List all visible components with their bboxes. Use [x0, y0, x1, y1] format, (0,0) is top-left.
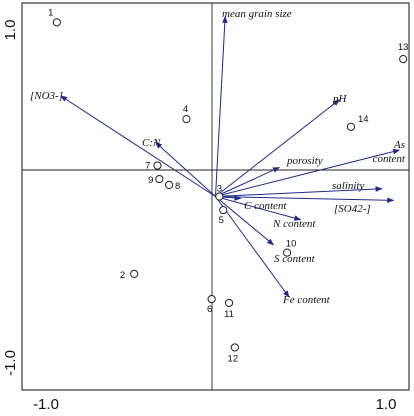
- sample-label-10: 10: [286, 239, 297, 250]
- vector-as-content: [215, 148, 401, 197]
- sample-point-13: [399, 55, 408, 64]
- vector-c-n: [154, 141, 216, 197]
- vector-label-salinity: salinity: [332, 180, 365, 192]
- x-tick-labels: -1.0 1.0: [33, 396, 396, 413]
- sample-label-8: 8: [175, 181, 180, 192]
- sample-label-14: 14: [358, 114, 369, 125]
- y-tick-labels: 1.0 -1.0: [2, 20, 19, 376]
- sample-point-6: [207, 294, 216, 304]
- sample-label-9: 9: [148, 175, 153, 186]
- plot-frame: [21, 2, 410, 391]
- vector-no3: [60, 95, 216, 197]
- vector-label-as-line1: As: [393, 139, 405, 151]
- sample-point-9: [155, 174, 164, 184]
- sample-point-5: [219, 205, 228, 215]
- vector-fe-content: [215, 196, 290, 298]
- vector-mean-grain-size: [215, 15, 228, 197]
- vector-ph: [215, 99, 340, 197]
- y-tick-label-top: 1.0: [2, 20, 19, 41]
- sample-point-7: [153, 161, 162, 170]
- vector-label-c-content: C content: [244, 200, 287, 212]
- sample-label-12: 12: [228, 353, 239, 364]
- vector-salinity: [215, 186, 383, 197]
- vector-label-so4: [SO42-]: [334, 203, 371, 215]
- sample-point-8: [164, 180, 174, 189]
- vector-porosity: [215, 167, 280, 197]
- sample-label-7: 7: [145, 161, 150, 172]
- y-tick-label-bottom: -1.0: [2, 350, 19, 376]
- vector-so42: [215, 196, 395, 204]
- sample-label-11: 11: [224, 309, 234, 320]
- sample-label-1: 1: [48, 7, 53, 18]
- vector-label-s-content: S content: [274, 253, 316, 265]
- sample-label-3: 3: [217, 184, 222, 195]
- vector-label-porosity: porosity: [286, 155, 323, 167]
- sample-label-2: 2: [120, 270, 125, 281]
- sample-label-6: 6: [207, 304, 212, 315]
- sample-point-3: [215, 192, 224, 201]
- vector-label-cn: C:N: [142, 137, 161, 149]
- sample-point-12: [230, 343, 239, 352]
- vector-label-n-content: N content: [272, 218, 316, 230]
- sample-point-4: [182, 115, 191, 124]
- vector-label-mean-grain-size: mean grain size: [222, 8, 292, 20]
- x-tick-label-left: -1.0: [33, 396, 59, 413]
- vector-labels: mean grain size [NO3-] C:N pH As content…: [30, 8, 406, 306]
- x-tick-label-right: 1.0: [376, 396, 397, 413]
- vector-label-ph: pH: [332, 93, 348, 105]
- vector-label-fe-content: Fe content: [282, 294, 331, 306]
- sample-label-4: 4: [183, 104, 188, 115]
- sample-label-5: 5: [219, 215, 224, 226]
- sample-point-1: [52, 18, 61, 27]
- vector-n-content: [215, 196, 302, 221]
- vector-label-no3: [NO3-]: [30, 90, 63, 102]
- sample-point-14: [346, 122, 356, 131]
- vector-arrows: [60, 15, 401, 298]
- sample-point-11: [224, 298, 234, 308]
- vector-s-content: [215, 196, 275, 246]
- sample-point-2: [130, 269, 139, 278]
- vector-label-as-line2: content: [373, 153, 406, 165]
- sample-label-13: 13: [398, 42, 409, 53]
- sample-point-10: [282, 248, 292, 257]
